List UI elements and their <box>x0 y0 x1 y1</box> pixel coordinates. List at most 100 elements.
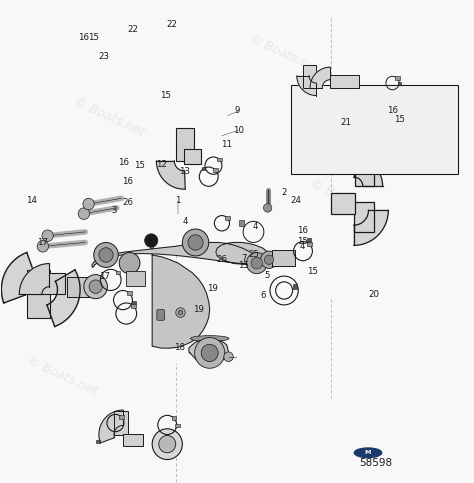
FancyBboxPatch shape <box>132 300 136 304</box>
Circle shape <box>264 203 272 212</box>
FancyBboxPatch shape <box>239 220 244 226</box>
Text: 25: 25 <box>248 251 259 259</box>
Circle shape <box>182 229 209 256</box>
FancyBboxPatch shape <box>172 416 176 420</box>
Polygon shape <box>156 161 185 189</box>
Polygon shape <box>297 76 316 96</box>
Text: 16: 16 <box>78 33 90 42</box>
FancyBboxPatch shape <box>307 238 310 242</box>
Circle shape <box>145 234 158 247</box>
Circle shape <box>42 230 53 242</box>
Text: 10: 10 <box>233 126 244 135</box>
Polygon shape <box>189 340 228 363</box>
Text: 23: 23 <box>99 52 109 61</box>
Text: 9: 9 <box>234 106 240 115</box>
FancyBboxPatch shape <box>131 304 136 308</box>
FancyBboxPatch shape <box>96 440 100 443</box>
Circle shape <box>251 257 263 269</box>
Circle shape <box>152 429 182 459</box>
Bar <box>67 277 93 297</box>
Text: 12: 12 <box>156 160 167 169</box>
Bar <box>303 65 316 88</box>
Polygon shape <box>1 253 35 303</box>
Circle shape <box>94 242 118 268</box>
Text: 17: 17 <box>99 271 109 281</box>
Polygon shape <box>19 264 49 294</box>
Circle shape <box>261 251 277 269</box>
Text: © Boats.net: © Boats.net <box>25 354 100 398</box>
Text: 16: 16 <box>387 106 398 115</box>
Text: 14: 14 <box>26 196 36 205</box>
FancyBboxPatch shape <box>157 310 164 320</box>
Text: 4: 4 <box>252 222 258 231</box>
Text: 7: 7 <box>241 254 247 263</box>
FancyBboxPatch shape <box>225 216 229 220</box>
Ellipse shape <box>191 336 229 341</box>
Text: © Boats.net: © Boats.net <box>308 176 383 220</box>
FancyBboxPatch shape <box>119 415 124 419</box>
Circle shape <box>83 199 94 210</box>
Text: © Boats.net: © Boats.net <box>246 32 321 76</box>
Text: 1: 1 <box>175 196 181 205</box>
FancyBboxPatch shape <box>175 424 180 427</box>
Circle shape <box>188 235 203 250</box>
Bar <box>123 434 143 446</box>
Bar <box>27 270 50 318</box>
Circle shape <box>99 248 113 262</box>
Text: 5: 5 <box>265 270 270 280</box>
FancyBboxPatch shape <box>398 82 401 85</box>
Text: 16: 16 <box>298 227 309 235</box>
Text: 20: 20 <box>368 290 379 299</box>
Text: 15: 15 <box>298 237 309 246</box>
Bar <box>126 271 145 285</box>
Bar <box>114 412 128 435</box>
Circle shape <box>246 253 267 274</box>
Bar <box>291 85 458 174</box>
Bar <box>330 75 358 88</box>
Circle shape <box>119 253 140 274</box>
Polygon shape <box>99 410 123 443</box>
Text: 15: 15 <box>237 261 249 270</box>
Text: 6: 6 <box>260 291 265 300</box>
Bar <box>331 194 355 213</box>
FancyBboxPatch shape <box>217 157 222 161</box>
Text: 17: 17 <box>37 238 48 247</box>
Circle shape <box>89 280 102 293</box>
Text: 15: 15 <box>88 33 99 42</box>
Circle shape <box>84 275 108 298</box>
Polygon shape <box>354 210 388 245</box>
Text: 4: 4 <box>299 242 305 251</box>
Text: 19: 19 <box>207 284 218 293</box>
Bar <box>27 273 65 294</box>
Text: 11: 11 <box>221 140 232 149</box>
Text: 2: 2 <box>282 188 287 197</box>
Text: 26: 26 <box>122 198 133 207</box>
Polygon shape <box>152 255 210 348</box>
Bar <box>273 250 295 267</box>
Text: 16: 16 <box>118 158 129 167</box>
Text: 58598: 58598 <box>359 458 392 469</box>
Ellipse shape <box>355 448 382 457</box>
Text: 21: 21 <box>340 118 351 127</box>
Bar <box>176 128 194 161</box>
Bar <box>355 157 374 186</box>
Text: 19: 19 <box>193 305 204 314</box>
Polygon shape <box>47 270 80 327</box>
Polygon shape <box>354 157 383 186</box>
Text: 22: 22 <box>166 20 177 29</box>
Text: 4: 4 <box>182 217 188 226</box>
Text: © Boats.net: © Boats.net <box>72 95 146 139</box>
Circle shape <box>159 436 176 453</box>
Circle shape <box>201 344 218 362</box>
Circle shape <box>264 255 273 265</box>
FancyBboxPatch shape <box>292 284 297 288</box>
Text: 16: 16 <box>122 177 133 186</box>
Text: 18: 18 <box>174 342 185 352</box>
Circle shape <box>276 282 292 299</box>
Text: 15: 15 <box>394 114 405 124</box>
FancyBboxPatch shape <box>213 168 218 172</box>
Text: 24: 24 <box>291 196 301 205</box>
Circle shape <box>78 208 90 219</box>
Text: 3: 3 <box>112 206 117 215</box>
Circle shape <box>37 241 48 252</box>
